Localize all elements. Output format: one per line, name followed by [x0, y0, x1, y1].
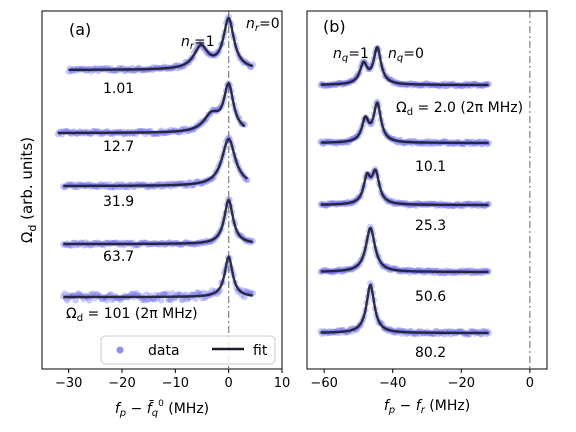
fit-line [63, 255, 253, 299]
x-tick-label: 0 [526, 376, 534, 391]
panel-b-plot-area [317, 11, 531, 369]
x-tick-label: −20 [448, 376, 475, 391]
fit-line [320, 226, 489, 274]
x-tick-label: −40 [379, 376, 406, 391]
data-point [178, 296, 185, 304]
data-point [128, 290, 135, 298]
fit-line [320, 283, 489, 335]
series-101 [60, 254, 256, 304]
data-point [158, 297, 165, 304]
annotation-nq0: nq=0 [388, 46, 424, 64]
data-point [86, 297, 93, 304]
offset-label-b-2: 25.3 [415, 218, 446, 234]
panel-a-x-axis-label: fp − f̄q0 (MHz) [115, 399, 209, 419]
data-point [195, 289, 202, 296]
data-point [94, 290, 101, 297]
annotation-nr0: nr=0 [246, 16, 280, 34]
panel-b-x-axis-label: fp − fr (MHz) [384, 398, 470, 416]
offset-label-a-2: 12.7 [103, 139, 134, 155]
data-point [167, 296, 175, 304]
offset-label-a-3: 31.9 [103, 194, 134, 210]
x-tick-label: −10 [162, 376, 189, 391]
data-point [117, 296, 124, 304]
data-point [109, 296, 116, 304]
fit-line [58, 81, 246, 135]
series-25.3 [317, 166, 492, 210]
panel-a-drive-label: Ωd = 101 (2π MHz) [66, 306, 198, 324]
panel-b-drive-label: Ωd = 2.0 (2π MHz) [396, 100, 523, 118]
series-80.2 [317, 280, 492, 338]
data-point [103, 297, 111, 304]
data-point [169, 290, 176, 297]
x-tick-label: −60 [310, 376, 337, 391]
data-point [75, 290, 82, 297]
fit-line [320, 101, 489, 145]
x-tick-label: −30 [55, 376, 82, 391]
series-63.7 [60, 196, 256, 249]
data-point [160, 290, 168, 297]
panel-a-frame [41, 10, 283, 370]
panel-b: −60 −40 −20 0 (b) nq=1 nq=0 Ωd = 2.0 (2π MH… [306, 10, 548, 416]
offset-label-b-3: 50.6 [415, 289, 446, 305]
data-point [163, 290, 171, 297]
annotation-nr1: nr=1 [181, 34, 215, 52]
data-point [72, 297, 79, 304]
data-point [64, 297, 71, 304]
panel-a-x-ticks: −30 −20 −10 0 10 [55, 369, 290, 391]
series-10.1 [317, 98, 492, 148]
data-point [184, 296, 191, 303]
series-2.0 [317, 44, 492, 90]
data-point [90, 290, 97, 297]
data-point [61, 290, 68, 297]
panel-a-label: (a) [69, 20, 91, 39]
legend-fit-label: fit [253, 343, 268, 359]
series-31.9 [60, 134, 251, 191]
data-point [141, 297, 149, 304]
legend-data-marker [116, 346, 124, 354]
legend: data fit [100, 335, 276, 365]
offset-label-a-4: 63.7 [103, 249, 134, 265]
series-1.01 [65, 13, 256, 75]
fit-line [63, 198, 253, 246]
fit-line [320, 45, 489, 87]
fit-line [63, 137, 248, 188]
data-point [193, 289, 200, 297]
data-point [129, 290, 136, 297]
fit-line [68, 16, 254, 71]
annotation-nq1: nq=1 [333, 46, 369, 64]
data-point [139, 296, 146, 304]
data-point [165, 296, 172, 303]
x-tick-label: 10 [274, 376, 291, 391]
offset-label-b-4: 80.2 [415, 345, 446, 361]
panel-b-frame [306, 10, 548, 370]
data-point [241, 293, 248, 301]
series-12.7 [54, 80, 248, 138]
panel-b-label: (b) [323, 17, 346, 36]
panel-a-plot-area [54, 11, 256, 369]
x-tick-label: 0 [225, 376, 233, 391]
offset-label-b-1: 10.1 [415, 159, 446, 175]
x-tick-label: −20 [108, 376, 135, 391]
panel-a: −30 −20 −10 0 10 (a) nr=1 nr=0 1.01 12.7 31.… [41, 10, 290, 419]
series-50.6 [317, 223, 492, 277]
y-axis-label: Ωd (arb. units) [18, 137, 39, 243]
offset-label-a-1: 1.01 [103, 81, 134, 97]
data-point [133, 290, 141, 297]
fit-line [320, 168, 489, 207]
legend-data-label: data [148, 343, 180, 359]
panel-b-x-ticks: −60 −40 −20 0 [310, 369, 534, 391]
